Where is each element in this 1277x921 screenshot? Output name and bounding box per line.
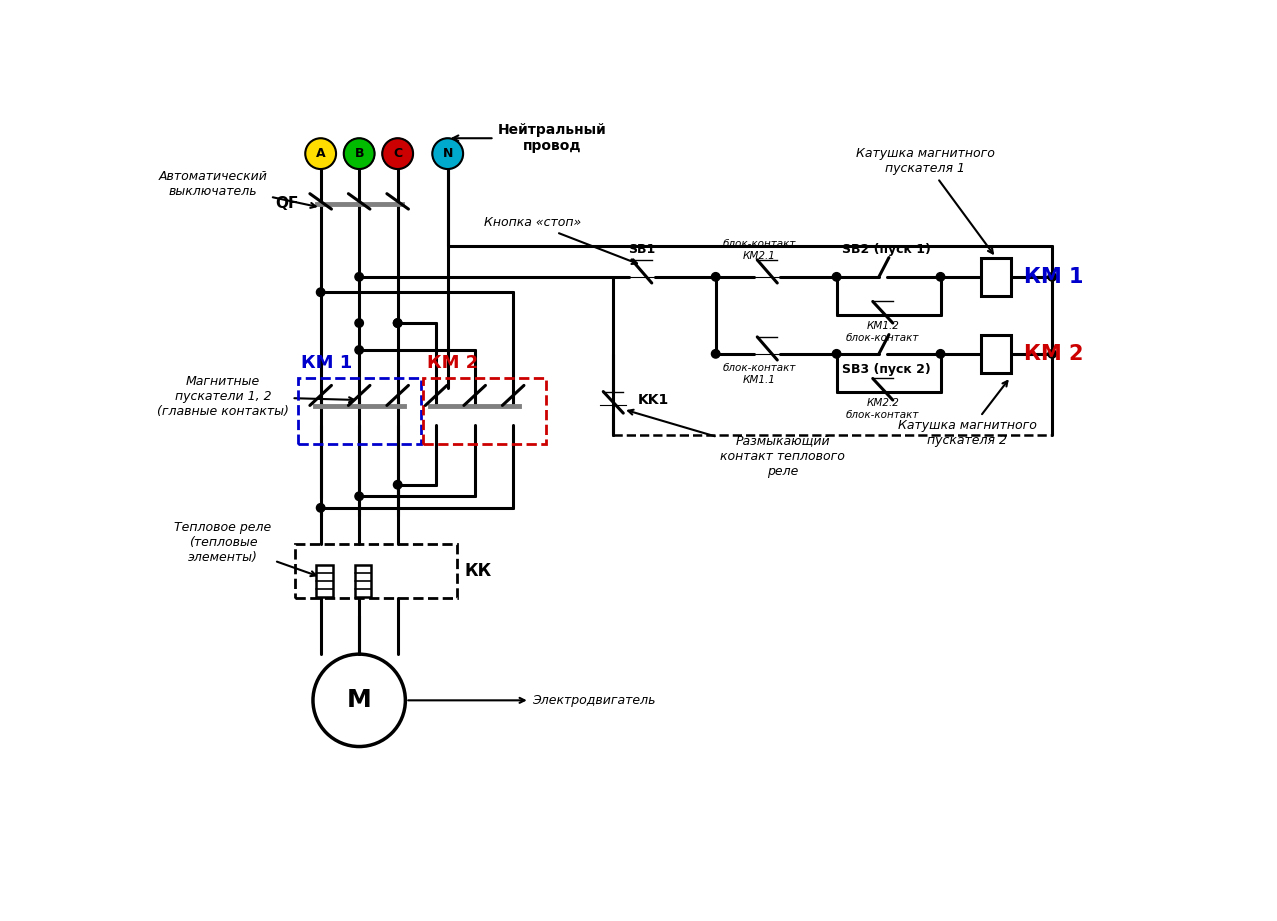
Text: B: B — [355, 147, 364, 160]
Bar — [315, 565, 333, 597]
Text: KK1: KK1 — [638, 393, 669, 407]
Bar — [298, 379, 420, 444]
Circle shape — [833, 273, 840, 281]
Text: блок-контакт
КМ2.1: блок-контакт КМ2.1 — [723, 239, 797, 261]
Bar — [423, 379, 547, 444]
Text: Размыкающий
контакт теплового
реле: Размыкающий контакт теплового реле — [628, 410, 845, 478]
Circle shape — [305, 138, 336, 169]
Text: Магнитные
пускатели 1, 2
(главные контакты): Магнитные пускатели 1, 2 (главные контак… — [157, 375, 354, 418]
Circle shape — [344, 138, 374, 169]
Text: SB1: SB1 — [628, 243, 655, 256]
Circle shape — [711, 350, 720, 358]
Text: КМ 1: КМ 1 — [301, 355, 352, 372]
Circle shape — [355, 319, 364, 327]
Circle shape — [393, 319, 402, 327]
Circle shape — [936, 273, 945, 281]
Circle shape — [382, 138, 412, 169]
Circle shape — [393, 481, 402, 489]
Circle shape — [355, 273, 364, 281]
Text: SB3 (пуск 2): SB3 (пуск 2) — [843, 363, 931, 376]
Circle shape — [833, 350, 840, 358]
Text: C: C — [393, 147, 402, 160]
Text: Электродвигатель: Электродвигатель — [409, 694, 656, 706]
Text: SB2 (пуск 1): SB2 (пуск 1) — [842, 243, 931, 256]
Text: блок-контакт
КМ1.1: блок-контакт КМ1.1 — [723, 363, 797, 385]
Circle shape — [711, 273, 720, 281]
Text: QF: QF — [276, 196, 299, 211]
Circle shape — [355, 492, 364, 500]
Text: КМ 2: КМ 2 — [427, 355, 478, 372]
Text: N: N — [443, 147, 453, 160]
Text: Катушка магнитного
пускателя 1: Катушка магнитного пускателя 1 — [856, 147, 995, 253]
Text: Катушка магнитного
пускателя 2: Катушка магнитного пускателя 2 — [898, 381, 1037, 448]
Circle shape — [355, 345, 364, 355]
Bar — [981, 334, 1010, 373]
Circle shape — [1048, 350, 1056, 358]
Text: M: M — [347, 688, 372, 712]
Text: Нейтральный
провод: Нейтральный провод — [453, 123, 607, 153]
Bar — [355, 565, 372, 597]
Text: Автоматический
выключатель: Автоматический выключатель — [158, 170, 315, 208]
Text: КМ1.2
блок-контакт: КМ1.2 блок-контакт — [847, 321, 919, 344]
Circle shape — [1048, 273, 1056, 281]
Text: A: A — [315, 147, 326, 160]
Text: КМ2.2
блок-контакт: КМ2.2 блок-контакт — [847, 399, 919, 420]
Circle shape — [393, 319, 402, 327]
Circle shape — [936, 350, 945, 358]
Bar — [981, 258, 1010, 296]
Circle shape — [317, 288, 324, 297]
Text: КМ 1: КМ 1 — [1024, 267, 1084, 286]
Circle shape — [317, 504, 324, 512]
Text: Кнопка «стоп»: Кнопка «стоп» — [484, 216, 637, 264]
Text: Тепловое реле
(тепловые
элементы): Тепловое реле (тепловые элементы) — [174, 521, 315, 577]
Bar — [295, 544, 457, 599]
Circle shape — [433, 138, 464, 169]
Text: КМ 2: КМ 2 — [1024, 344, 1084, 364]
Text: КК: КК — [465, 563, 492, 580]
